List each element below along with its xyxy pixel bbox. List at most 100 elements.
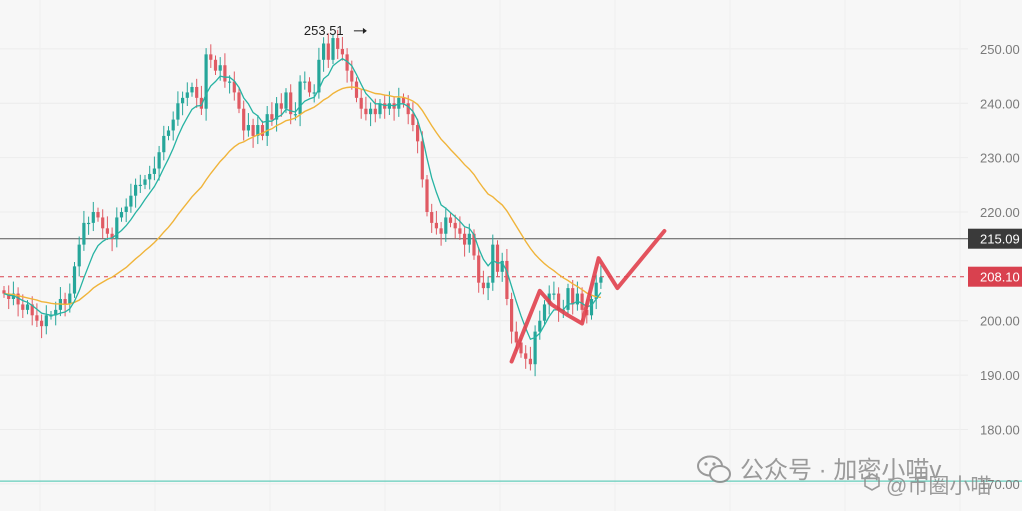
candle-body bbox=[124, 206, 128, 213]
candle-body bbox=[364, 108, 368, 115]
candle-body bbox=[350, 70, 354, 82]
candle-body bbox=[425, 179, 429, 213]
candle-body bbox=[589, 298, 594, 316]
candle-body bbox=[378, 103, 382, 115]
candle-body bbox=[317, 59, 321, 93]
candle-body bbox=[571, 288, 575, 305]
candle-body bbox=[129, 195, 133, 207]
candle-body bbox=[406, 103, 410, 115]
candle-body bbox=[242, 108, 246, 131]
candle-body bbox=[68, 293, 72, 305]
candle-body bbox=[289, 92, 293, 115]
candle-body bbox=[322, 43, 326, 60]
candle-body bbox=[87, 222, 91, 225]
price-tag bbox=[968, 228, 1022, 249]
forecast-zigzag bbox=[509, 229, 667, 364]
candle-body bbox=[171, 119, 175, 131]
hand-drawn-forecast bbox=[509, 229, 667, 364]
watermark: 公众号 · 加密小喵v @币圈小喵 bbox=[697, 455, 991, 498]
candle-body bbox=[373, 108, 377, 115]
candle-body bbox=[594, 282, 598, 299]
candle-body bbox=[411, 114, 415, 126]
candle-body bbox=[223, 65, 227, 82]
candle-body bbox=[115, 217, 119, 240]
candle-body bbox=[7, 293, 11, 299]
candle-body bbox=[35, 315, 39, 321]
candle-body bbox=[265, 114, 269, 136]
candle-body bbox=[528, 358, 532, 365]
candle-body bbox=[542, 304, 547, 321]
candle-body bbox=[430, 212, 434, 223]
price-tick-label: 230.00 bbox=[980, 151, 1020, 166]
price-axis[interactable]: 250.00 240.00 230.00 220.00 200.00 190.00 180.… bbox=[980, 42, 1020, 492]
candle-body bbox=[510, 298, 514, 332]
price-tick-label: 220.00 bbox=[980, 205, 1020, 220]
candle-body bbox=[439, 228, 443, 234]
candle-body bbox=[251, 125, 255, 136]
candle-body bbox=[91, 212, 95, 223]
candle-body bbox=[204, 54, 208, 109]
candle-body bbox=[21, 304, 25, 310]
high-arrow-head bbox=[362, 27, 367, 34]
candle-body bbox=[30, 304, 34, 316]
candle-body bbox=[213, 59, 218, 71]
candle-body bbox=[260, 125, 265, 136]
candle-body bbox=[434, 222, 438, 229]
moving-averages bbox=[3, 57, 602, 341]
candle-body bbox=[420, 141, 424, 180]
candle-body bbox=[237, 92, 241, 109]
price-tag-label: 208.10 bbox=[980, 270, 1020, 285]
candle-body bbox=[40, 320, 44, 327]
candle-body bbox=[303, 81, 307, 83]
candle-body bbox=[486, 282, 490, 289]
price-grid bbox=[0, 48, 968, 485]
candle-body bbox=[275, 103, 279, 120]
candle-body bbox=[331, 38, 335, 60]
candle-body bbox=[44, 315, 48, 327]
candle-body bbox=[416, 125, 420, 142]
high-marker: 253.51 bbox=[304, 23, 367, 38]
candle-body bbox=[209, 54, 213, 60]
candle-body bbox=[345, 54, 349, 71]
high-value-label: 253.51 bbox=[304, 23, 344, 38]
candle-body bbox=[340, 48, 344, 55]
candle-body bbox=[557, 293, 561, 310]
candle-body bbox=[82, 222, 86, 245]
candle-body bbox=[307, 81, 312, 93]
price-tick-label: 200.00 bbox=[980, 314, 1020, 329]
candle-body bbox=[463, 233, 467, 245]
candle-body bbox=[284, 92, 288, 109]
price-tags: 215.09 208.10 bbox=[968, 228, 1022, 287]
candle-body bbox=[477, 255, 481, 283]
candle-body bbox=[199, 97, 203, 109]
candle-body bbox=[134, 184, 138, 196]
ma-slow-line bbox=[3, 86, 601, 306]
candle-body bbox=[152, 168, 156, 174]
candle-body bbox=[119, 212, 124, 218]
candle-body bbox=[575, 293, 579, 305]
candle-body bbox=[500, 260, 504, 272]
candle-body bbox=[514, 331, 518, 343]
candle-body bbox=[369, 108, 373, 115]
candle-body bbox=[148, 173, 152, 180]
candle-body bbox=[256, 125, 260, 136]
candle-body bbox=[162, 135, 166, 153]
candle-body bbox=[495, 244, 500, 272]
candle-body bbox=[143, 179, 147, 185]
candle-body bbox=[77, 244, 81, 267]
price-lines bbox=[0, 238, 1022, 482]
candle-body bbox=[96, 212, 100, 218]
watermark-line1: 公众号 · 加密小喵v bbox=[740, 457, 941, 484]
candle-body bbox=[279, 103, 283, 109]
candle-body bbox=[176, 103, 180, 120]
candle-body bbox=[354, 81, 359, 98]
candle-body bbox=[2, 290, 6, 294]
candle-body bbox=[326, 43, 330, 60]
candle-body bbox=[519, 342, 523, 354]
candle-body bbox=[166, 130, 171, 136]
candle-body bbox=[566, 288, 570, 310]
candle-body bbox=[467, 233, 471, 245]
candle-body bbox=[190, 86, 194, 93]
